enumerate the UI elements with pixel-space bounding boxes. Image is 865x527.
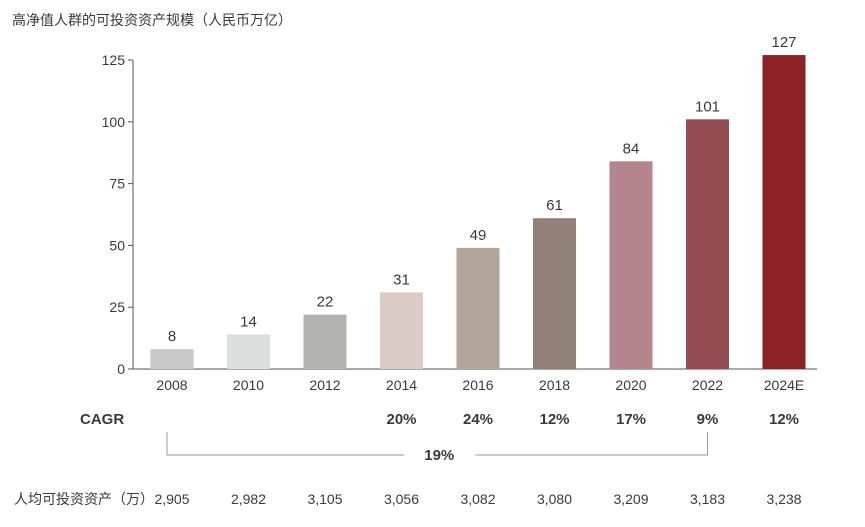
x-tick-label: 2014 <box>386 377 417 393</box>
per-capita-value: 3,082 <box>460 491 495 507</box>
bar-value-label: 31 <box>393 271 410 288</box>
chart-title: 高净值人群的可投资资产规模（人民币万亿） <box>12 12 292 28</box>
bar-value-label: 84 <box>623 140 640 157</box>
bar-value-label: 14 <box>240 313 257 330</box>
per-capita-value: 3,105 <box>307 491 342 507</box>
bar-value-label: 61 <box>546 197 563 214</box>
x-tick-label: 2008 <box>156 377 187 393</box>
bar-value-label: 49 <box>470 227 487 244</box>
cagr-label: CAGR <box>80 411 124 428</box>
per-capita-value: 3,080 <box>537 491 572 507</box>
per-capita-value: 3,056 <box>384 491 419 507</box>
bracket-left <box>166 432 404 456</box>
cagr-value: 20% <box>386 411 416 428</box>
y-axis: 0 25 50 75 100 125 <box>102 52 134 377</box>
y-tick-label: 25 <box>109 299 125 315</box>
x-tick-label: 2016 <box>462 377 493 393</box>
x-tick-label: 2022 <box>692 377 723 393</box>
bar <box>686 119 729 369</box>
x-axis: 2008 2010 2012 2014 2016 2018 2020 2022 2024E <box>133 368 817 393</box>
x-tick-label: 2020 <box>615 377 646 393</box>
cagr-row: CAGR 20% 24% 12% 17% 9% 12% <box>80 411 799 428</box>
bar <box>609 161 653 369</box>
cagr-overall-bracket: 19% <box>166 432 708 464</box>
per-capita-value: 3,209 <box>613 491 648 507</box>
bar-value-label: 8 <box>168 328 176 345</box>
y-tick-label: 125 <box>102 52 126 68</box>
x-tick-label: 2024E <box>764 377 804 393</box>
bar-labels: 8 14 22 31 49 61 84 101 127 <box>168 34 797 345</box>
per-capita-label: 人均可投资资产（万） <box>14 491 154 507</box>
bar-value-label: 127 <box>771 34 796 51</box>
cagr-value: 24% <box>463 411 493 428</box>
bar <box>456 247 500 369</box>
cagr-value: 17% <box>616 411 646 428</box>
bar <box>533 218 576 369</box>
cagr-value: 12% <box>539 411 569 428</box>
y-tick-label: 100 <box>102 114 126 130</box>
bar <box>150 349 194 369</box>
per-capita-value: 2,905 <box>154 491 189 507</box>
per-capita-value: 3,238 <box>766 491 801 507</box>
bars <box>150 55 806 369</box>
bar <box>762 55 806 369</box>
bar-value-label: 22 <box>317 294 334 311</box>
cagr-value: 12% <box>769 411 799 428</box>
bar-value-label: 101 <box>695 98 720 115</box>
y-tick-label: 0 <box>117 361 125 377</box>
x-tick-label: 2010 <box>233 377 264 393</box>
bracket-right <box>475 432 708 456</box>
y-tick-label: 75 <box>109 176 125 192</box>
cagr-value: 9% <box>697 411 719 428</box>
per-capita-value: 2,982 <box>231 491 266 507</box>
bar <box>380 292 423 369</box>
x-tick-label: 2018 <box>539 377 570 393</box>
x-tick-label: 2012 <box>309 377 340 393</box>
y-tick-label: 50 <box>109 237 125 253</box>
bar <box>227 334 270 369</box>
per-capita-value: 3,183 <box>690 491 725 507</box>
cagr-overall-value: 19% <box>424 447 454 464</box>
bar <box>303 314 347 369</box>
per-capita-row: 人均可投资资产（万） 2,905 2,982 3,105 3,056 3,082 3,08… <box>14 491 802 507</box>
